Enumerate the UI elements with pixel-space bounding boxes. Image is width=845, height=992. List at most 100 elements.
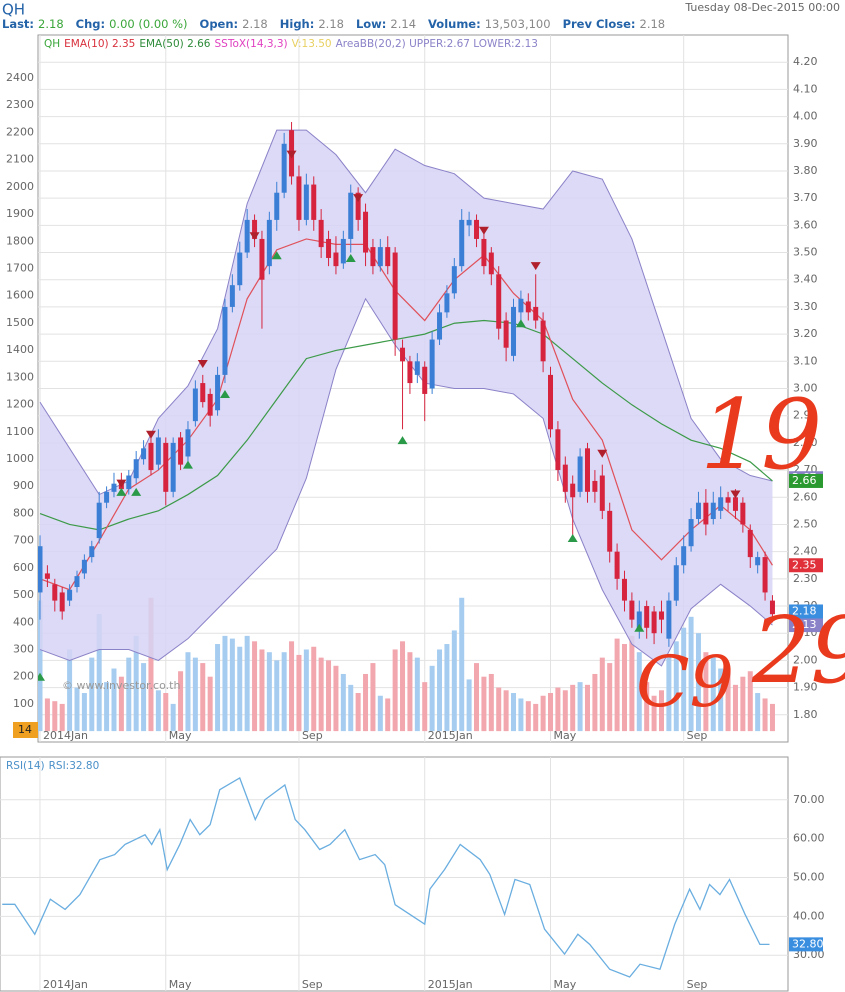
y-tick-label: 3.90	[793, 137, 818, 150]
y-tick-label: 3.20	[793, 327, 818, 340]
volume-bar	[348, 684, 354, 732]
volume-tick-label: 500	[13, 588, 34, 601]
candle-body	[718, 497, 724, 511]
candle-body	[178, 437, 184, 465]
volume-bar	[370, 663, 376, 732]
volume-bar	[732, 684, 738, 732]
candle-body	[281, 143, 287, 193]
candle-body	[636, 611, 642, 628]
volume-bar	[81, 693, 87, 732]
candle-body	[621, 578, 627, 601]
last-value-label: 2.66	[792, 474, 817, 487]
candle-body	[67, 589, 73, 601]
volume-bar	[148, 597, 154, 732]
handwritten-annotation: C9	[636, 641, 734, 723]
legend-entry: RSI(14)	[6, 760, 45, 772]
quote-label: Last:	[2, 17, 34, 31]
rsi-line	[2, 777, 770, 978]
volume-bar	[688, 616, 694, 732]
quote-value: 2.18	[38, 17, 64, 31]
candle-body	[392, 252, 398, 340]
volume-tick-label: 200	[13, 670, 34, 683]
candle-body	[222, 306, 228, 375]
candle-body	[474, 219, 480, 239]
volume-bar	[518, 698, 524, 732]
volume-bar	[695, 633, 701, 732]
y-tick-label: 40.00	[793, 909, 825, 922]
volume-bar	[496, 687, 502, 732]
volume-bar	[533, 703, 539, 732]
volume-tick-label: 2400	[6, 71, 34, 84]
y-tick-label: 2.60	[793, 490, 818, 503]
y-tick-label: 2.00	[793, 653, 818, 666]
x-tick-label: 2015Jan	[428, 729, 473, 742]
volume-bar	[525, 701, 531, 732]
candle-body	[673, 565, 679, 601]
quote-value: 0.00 (0.00 %)	[109, 17, 187, 31]
volume-bar	[621, 644, 627, 732]
panel	[0, 756, 789, 992]
x-tick-label: May	[553, 978, 576, 991]
candle-body	[229, 285, 235, 307]
buy-signal	[219, 389, 230, 398]
y-tick-label: 2.50	[793, 517, 818, 530]
y-tick-label: 70.00	[793, 793, 825, 806]
volume-bar	[281, 652, 287, 732]
volume-bar	[252, 641, 258, 732]
candle-body	[385, 247, 391, 267]
candle-body	[732, 497, 738, 511]
candle-body	[658, 611, 664, 620]
volume-bar	[155, 690, 161, 732]
quote-label: High:	[280, 17, 315, 31]
volume-bar	[599, 657, 605, 732]
legend-entry: EMA(10) 2.35	[64, 38, 135, 50]
quote-line: Last: 2.18 Chg: 0.00 (0.00 %) Open: 2.18 High:…	[2, 17, 665, 31]
volume-tick-label: 1600	[6, 289, 34, 302]
candle-body	[200, 383, 206, 403]
buy-signal	[567, 534, 578, 543]
candle-body	[237, 252, 243, 286]
volume-bar	[488, 673, 494, 732]
volume-bar	[192, 657, 198, 732]
volume-tick-label: 2000	[6, 180, 34, 193]
volume-bar	[118, 676, 124, 732]
y-tick-label: 3.30	[793, 300, 818, 313]
sell-signal	[530, 262, 541, 271]
buy-signal	[182, 460, 193, 469]
volume-bar	[111, 668, 117, 732]
last-value-box	[789, 604, 823, 619]
volume-tick-label: 300	[13, 642, 34, 655]
volume-bar	[59, 703, 65, 732]
volume-bar	[466, 679, 472, 732]
volume-bar	[104, 682, 110, 732]
sell-signal	[249, 232, 260, 241]
sell-signal	[730, 490, 741, 499]
last-value-label: 32.80	[792, 937, 824, 950]
volume-bar	[740, 676, 746, 732]
volume-bar	[74, 687, 80, 732]
candle-body	[333, 252, 339, 267]
band-upper	[39, 129, 773, 496]
scale-box-label: 14	[18, 723, 32, 736]
candle-body	[377, 247, 383, 267]
y-tick-label: 2.90	[793, 409, 818, 422]
quote-value: 2.18	[242, 17, 268, 31]
y-tick-label: 4.10	[793, 82, 818, 95]
volume-bar	[658, 690, 664, 732]
candle-body	[126, 475, 132, 490]
last-value-box	[789, 937, 823, 952]
volume-bar	[673, 641, 679, 732]
candle-body	[148, 442, 154, 471]
volume-bar	[385, 698, 391, 732]
candle-body	[52, 584, 58, 601]
candle-body	[481, 238, 487, 267]
candle-body	[266, 219, 272, 267]
candle-body	[629, 600, 635, 620]
volume-bar	[629, 635, 635, 732]
buy-signal	[345, 253, 356, 262]
volume-bar	[710, 657, 716, 732]
volume-bar	[577, 682, 583, 732]
band-area	[39, 130, 773, 666]
volume-bar	[318, 657, 324, 732]
volume-bar	[237, 646, 243, 732]
